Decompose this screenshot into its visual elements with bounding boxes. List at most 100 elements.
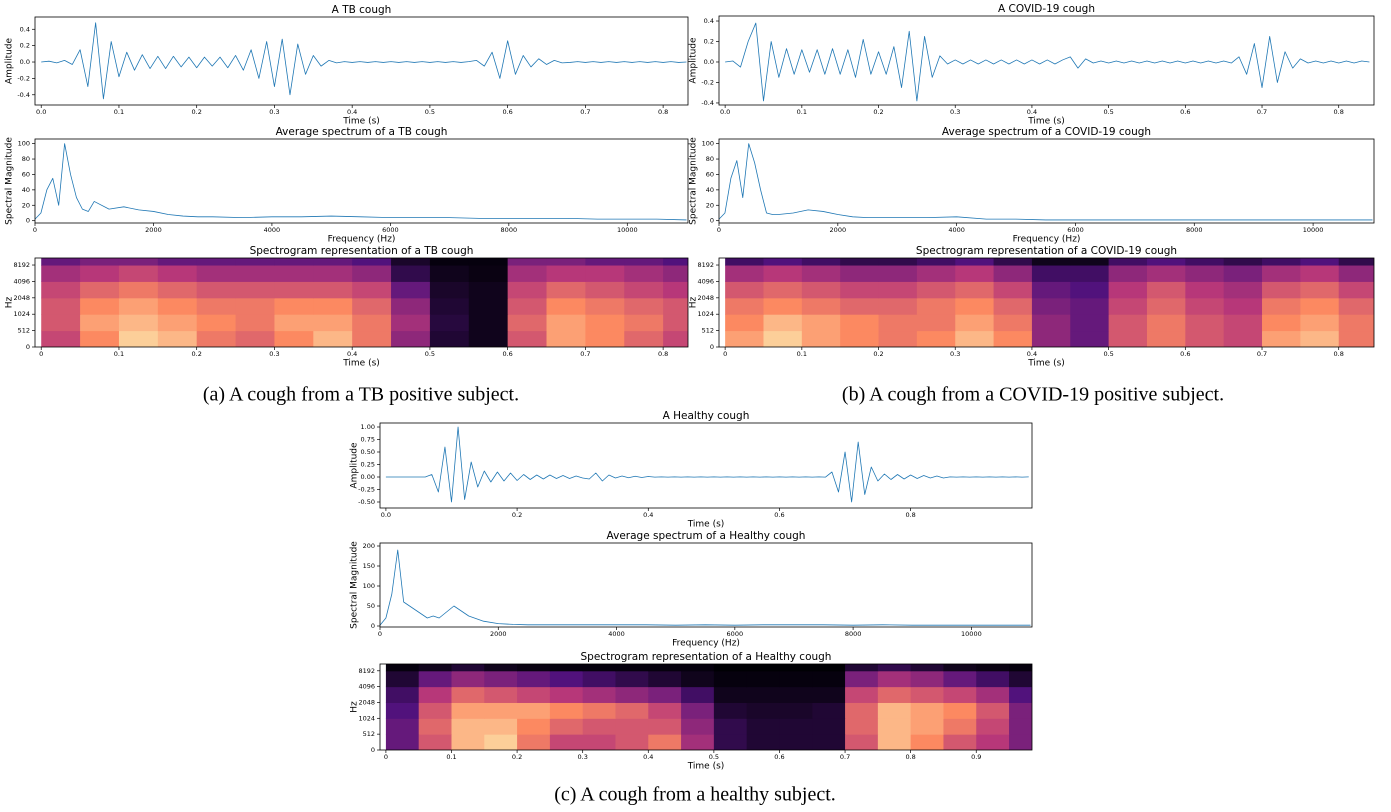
heat-cell — [1009, 702, 1032, 719]
heat-cell — [507, 297, 548, 315]
x-tick-label: 0 — [384, 753, 388, 761]
x-tick-label: 0.2 — [192, 108, 202, 116]
x-tick-label: 0.0 — [36, 108, 46, 116]
heat-cell — [763, 330, 803, 347]
heat-cell — [484, 734, 518, 750]
y-tick-label: 20 — [706, 201, 714, 209]
heat-cell — [1146, 281, 1186, 299]
heat-cell — [451, 702, 485, 719]
x-tick-label: 0.5 — [709, 753, 719, 761]
x-tick-label: 0.3 — [950, 108, 960, 116]
x-tick-label: 0.7 — [1257, 350, 1267, 358]
x-tick-label: 0 — [378, 630, 382, 638]
heat-cell — [615, 702, 649, 719]
heat-cell — [1009, 718, 1032, 735]
y-tick-label: 40 — [706, 186, 714, 194]
heat-cell — [468, 258, 509, 266]
heat-cell — [484, 702, 518, 719]
heat-cell — [1223, 281, 1263, 299]
x-tick-label: 0.1 — [797, 108, 807, 116]
signal-line — [385, 426, 1029, 503]
heat-cell — [118, 281, 159, 299]
heat-cell — [385, 718, 420, 735]
x-tick-label: 0.6 — [1180, 108, 1190, 116]
heat-cell — [546, 330, 586, 347]
heat-cell — [80, 265, 120, 282]
y-tick-label: -0.2 — [701, 78, 714, 86]
chart-title: Spectrogram representation of a Healthy … — [581, 651, 832, 663]
heat-cell — [910, 670, 944, 688]
x-tick-label: 0.6 — [774, 511, 784, 519]
x-tick-label: 0.5 — [425, 108, 435, 116]
heat-cell — [391, 330, 431, 347]
heat-cell — [725, 314, 764, 332]
y-tick-label: 2048 — [697, 294, 714, 302]
heat-cell — [812, 670, 846, 688]
heat-cell — [746, 664, 780, 672]
x-axis-label: Frequency (Hz) — [672, 639, 740, 649]
heat-cell — [725, 297, 764, 315]
heat-cell — [763, 297, 803, 315]
y-tick-label: 8192 — [697, 261, 714, 269]
heat-cell — [549, 670, 584, 688]
heat-cell — [391, 281, 431, 299]
y-tick-label: 0 — [371, 746, 375, 754]
x-tick-label: 0.3 — [269, 350, 279, 358]
heat-cell — [391, 314, 431, 332]
heat-cell — [1262, 297, 1301, 315]
y-axis-label: Hz — [350, 701, 360, 713]
x-tick-label: 0.6 — [502, 350, 512, 358]
heat-cell — [779, 664, 813, 672]
heat-cell — [1031, 258, 1071, 266]
heat-cell — [624, 330, 664, 347]
heat-cell — [878, 281, 918, 299]
y-tick-label: 0.0 — [704, 58, 714, 66]
heat-cell — [1031, 297, 1071, 315]
axes-frame — [718, 257, 1375, 348]
x-tick-label: 10000 — [617, 226, 638, 234]
x-tick-label: 2000 — [145, 226, 162, 234]
heat-cell — [840, 281, 880, 299]
heat-cell — [468, 330, 509, 347]
heat-cell — [1338, 258, 1374, 266]
heat-cell — [763, 281, 803, 299]
y-axis-label: Hz — [5, 296, 15, 308]
heat-cell — [877, 718, 912, 735]
heat-cell — [713, 734, 748, 750]
heat-cell — [157, 297, 198, 315]
heat-cell — [955, 330, 995, 347]
x-tick-label: 0.8 — [905, 511, 915, 519]
heat-cell — [80, 314, 120, 332]
heat-cell — [840, 297, 880, 315]
heat-cell — [1262, 258, 1301, 266]
heat-cell — [517, 718, 551, 735]
x-tick-label: 0.2 — [512, 753, 522, 761]
heat-cell — [955, 265, 995, 282]
x-tick-label: 0.8 — [658, 350, 668, 358]
heat-cell — [429, 258, 470, 266]
heat-cell — [746, 702, 780, 719]
x-tick-label: 0.2 — [873, 108, 883, 116]
x-tick-label: 4000 — [264, 226, 281, 234]
heat-cell — [235, 314, 275, 332]
y-tick-label: 8192 — [13, 261, 30, 269]
heat-cell — [1300, 297, 1340, 315]
heat-cell — [663, 314, 688, 332]
heat-cell — [1031, 281, 1071, 299]
heat-cell — [663, 258, 688, 266]
heat-cell — [196, 330, 237, 347]
y-tick-label: 1.00 — [361, 423, 375, 431]
x-tick-label: 0.6 — [1180, 350, 1190, 358]
y-tick-label: 0 — [371, 622, 375, 630]
heat-cell — [746, 670, 780, 688]
heat-cell — [812, 664, 846, 672]
x-tick-label: 0.7 — [580, 350, 590, 358]
heat-cell — [779, 686, 813, 703]
heat-cell — [418, 686, 452, 703]
heat-cell — [235, 297, 275, 315]
heat-cell — [845, 670, 879, 688]
x-tick-label: 0.8 — [1334, 350, 1344, 358]
heat-cell — [1108, 281, 1148, 299]
heat-cell — [1070, 330, 1110, 347]
x-tick-label: 0 — [39, 350, 43, 358]
